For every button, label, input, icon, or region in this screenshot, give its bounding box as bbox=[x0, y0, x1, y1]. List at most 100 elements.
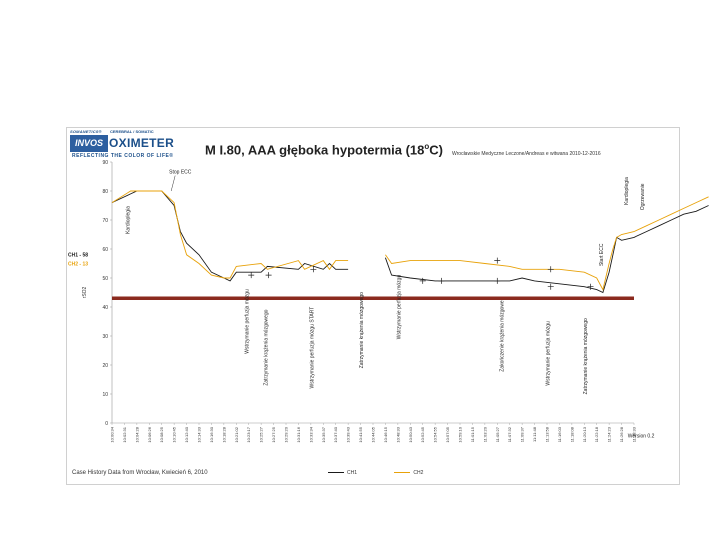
x-tick-label: 11:03:20 bbox=[482, 426, 487, 442]
series-ch1-line bbox=[384, 205, 709, 294]
event-marker bbox=[438, 277, 445, 284]
event-annotation: Wstrzymanie perfuzja mózgu START bbox=[309, 307, 315, 389]
footnote: Case History Data from Wrocław, Kwiecień… bbox=[72, 470, 208, 476]
side-label: CH1 - 58 bbox=[68, 252, 88, 258]
y-tick-label: 90 bbox=[102, 160, 108, 166]
chart-title: M I.80, AAA głęboka hypotermia (18oC) bbox=[205, 142, 443, 157]
x-tick-label: 10:12:40 bbox=[184, 426, 189, 442]
legend-ch2-label: CH2 bbox=[413, 470, 424, 476]
event-marker bbox=[310, 266, 317, 273]
x-tick-label: 10:23:17 bbox=[246, 426, 251, 442]
series-ch1-line bbox=[111, 190, 349, 282]
x-tick-label: 10:33:34 bbox=[308, 426, 313, 442]
x-tick-label: 10:35:37 bbox=[321, 426, 326, 442]
x-tick-label: 10:02:31 bbox=[122, 426, 127, 442]
x-tick-label: 11:28:33 bbox=[632, 426, 637, 442]
brand-tagline: REFLECTING THE COLOR OF LIFE® bbox=[72, 153, 174, 159]
legend-ch2-swatch bbox=[394, 472, 411, 474]
x-tick-label: 10:21:02 bbox=[234, 426, 239, 442]
x-tick-label: 11:16:03 bbox=[557, 426, 562, 442]
event-annotation: Wstrzymanie perfuzja mózgu bbox=[545, 321, 551, 386]
x-tick-label: 10:59:10 bbox=[458, 426, 463, 442]
x-tick-label: 11:11:48 bbox=[532, 426, 537, 442]
x-tick-label: 10:52:45 bbox=[420, 426, 425, 442]
x-tick-label: 10:27:25 bbox=[271, 426, 276, 442]
legend: CH1 CH2 bbox=[318, 470, 423, 476]
event-annotation: Zatrzymanie krążenia mózgowego bbox=[359, 292, 365, 368]
x-tick-label: 10:54:55 bbox=[433, 426, 438, 442]
event-annotation: Wersion 0.2 bbox=[628, 434, 655, 440]
chart-title-degree: o bbox=[424, 142, 430, 151]
brand-word: OXIMETER bbox=[109, 136, 175, 150]
y-tick-label: 60 bbox=[102, 247, 108, 253]
event-annotation: Kardioplegia bbox=[624, 177, 630, 205]
event-annotation: Ogrzewanie bbox=[640, 183, 646, 210]
x-tick-label: 11:24:23 bbox=[607, 426, 612, 442]
x-tick-label: 10:39:43 bbox=[346, 426, 351, 442]
event-annotation: Start ECC bbox=[599, 243, 605, 266]
brand-top: CEREBRAL / SOMATIC bbox=[110, 129, 154, 134]
chart-title-unit: C) bbox=[429, 142, 443, 158]
x-tick-label: 10:57:05 bbox=[445, 426, 450, 442]
x-tick-label: 11:22:18 bbox=[594, 426, 599, 442]
y-axis-label: rSO2 bbox=[82, 286, 88, 298]
y-tick-label: 0 bbox=[105, 421, 108, 427]
y-tick-label: 20 bbox=[102, 363, 108, 369]
event-marker bbox=[494, 277, 501, 284]
event-annotation: Stop ECC bbox=[169, 170, 192, 176]
event-marker bbox=[587, 283, 594, 290]
series-ch2-line bbox=[385, 196, 709, 291]
x-tick-label: 10:10:45 bbox=[172, 426, 177, 442]
x-tick-label: 10:37:40 bbox=[333, 426, 338, 442]
event-annotation: Wstrzymanie perfuzja mózgu bbox=[396, 275, 402, 340]
chart-subtitle: Wrocławskie Medyczne Leczone/Andreas e w… bbox=[452, 151, 601, 157]
x-tick-label: 11:01:15 bbox=[470, 426, 475, 442]
x-tick-label: 10:46:15 bbox=[383, 426, 388, 442]
y-tick-label: 30 bbox=[102, 334, 108, 340]
event-annotation: Kardioplegia bbox=[125, 206, 131, 234]
x-tick-label: 10:29:20 bbox=[284, 426, 289, 442]
y-tick-label: 80 bbox=[102, 189, 108, 195]
chart-title-text: M I.80, AAA głęboka hypotermia (18 bbox=[205, 142, 425, 158]
x-tick-label: 11:26:28 bbox=[619, 426, 624, 442]
event-marker bbox=[248, 272, 255, 279]
stop-ecc-arrow bbox=[170, 175, 176, 192]
legend-ch1-swatch bbox=[328, 472, 344, 474]
x-tick-label: 11:18:08 bbox=[569, 426, 574, 442]
event-marker bbox=[547, 283, 554, 290]
y-tick-label: 40 bbox=[102, 305, 108, 311]
event-marker bbox=[265, 272, 272, 279]
y-tick-label: 10 bbox=[102, 392, 108, 398]
x-tick-label: 11:20:13 bbox=[582, 426, 587, 442]
x-tick-label: 10:08:25 bbox=[159, 426, 164, 442]
x-tick-label: 10:31:16 bbox=[296, 426, 301, 442]
x-tick-label: 10:06:26 bbox=[147, 426, 152, 442]
x-tick-label: 10:00:34 bbox=[110, 426, 115, 442]
x-tick-label: 11:09:37 bbox=[520, 426, 525, 442]
y-tick-label: 70 bbox=[102, 218, 108, 224]
event-marker bbox=[547, 266, 554, 273]
x-tick-label: 11:05:27 bbox=[495, 426, 500, 442]
side-label: CH2 - 13 bbox=[68, 261, 88, 267]
x-tick-label: 10:44:05 bbox=[371, 426, 376, 442]
x-tick-label: 11:07:32 bbox=[507, 426, 512, 442]
y-tick-label: 50 bbox=[102, 276, 108, 282]
event-annotation: Zatrzymanie krążenia mózgowego bbox=[263, 309, 269, 385]
event-marker bbox=[419, 277, 426, 284]
brand-box: INVOS bbox=[70, 135, 108, 152]
series-ch2-line bbox=[111, 190, 349, 279]
chart-panel bbox=[66, 127, 680, 485]
event-annotation: Zakończenie krążenia mózgowe bbox=[500, 300, 506, 372]
x-tick-label: 11:13:58 bbox=[545, 426, 550, 442]
x-tick-label: 10:50:43 bbox=[408, 426, 413, 442]
x-tick-label: 10:16:30 bbox=[209, 426, 214, 442]
x-tick-label: 10:48:33 bbox=[395, 426, 400, 442]
brand-small: SOMANETICS® bbox=[70, 129, 102, 134]
event-annotation: Zatrzymanie krążenia mózgowego bbox=[583, 318, 589, 394]
x-tick-label: 10:25:27 bbox=[259, 426, 264, 442]
legend-ch1-label: CH1 bbox=[347, 470, 358, 476]
x-tick-label: 10:41:55 bbox=[358, 426, 363, 442]
x-tick-label: 10:04:28 bbox=[134, 426, 139, 442]
